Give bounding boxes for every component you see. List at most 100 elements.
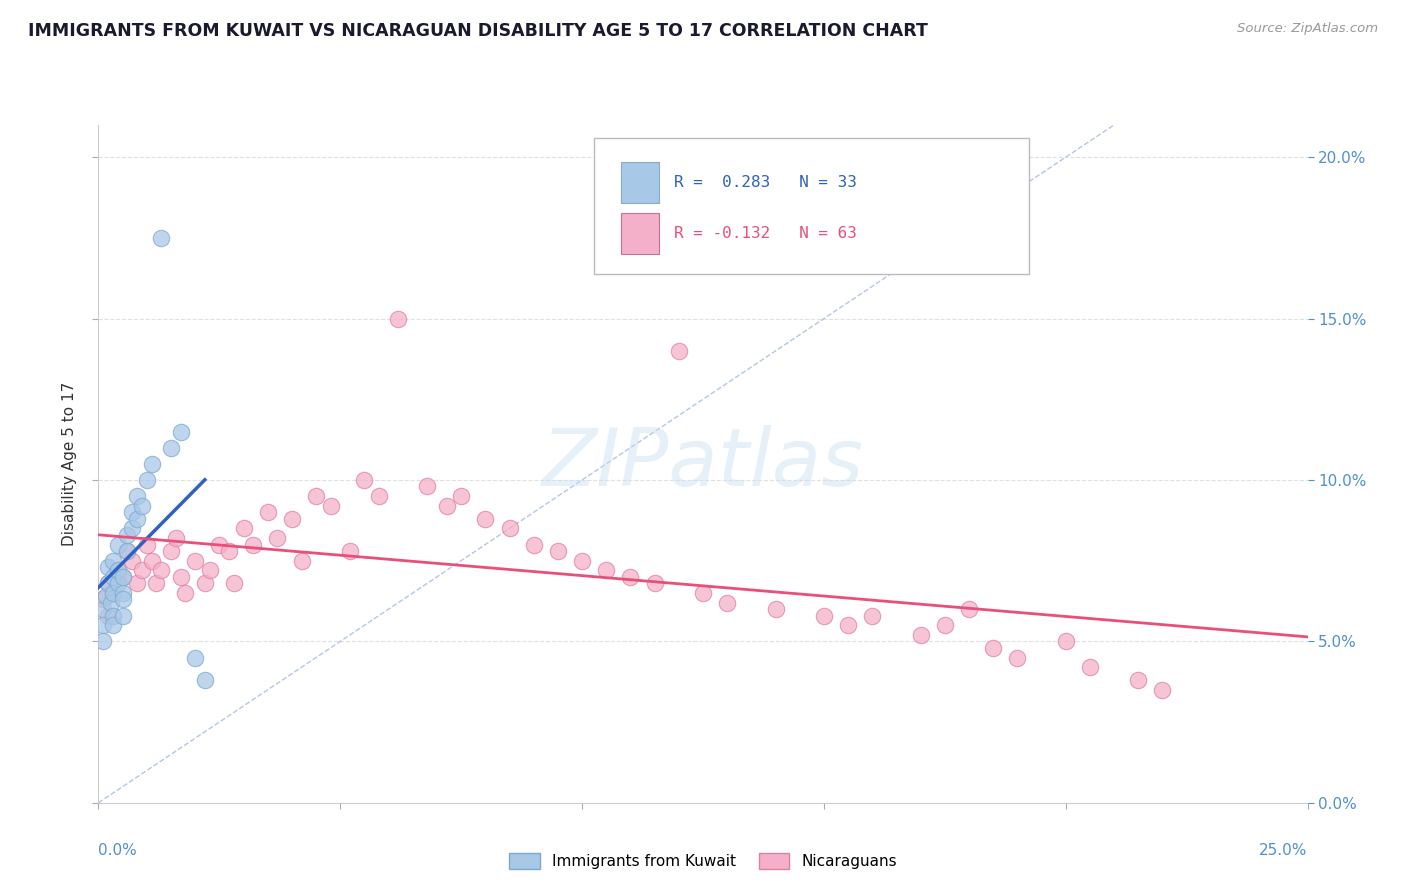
FancyBboxPatch shape	[595, 138, 1029, 274]
Point	[934, 618, 956, 632]
Point	[121, 554, 143, 568]
Point	[198, 563, 221, 577]
Point	[1152, 682, 1174, 697]
Y-axis label: Disability Age 5 to 17: Disability Age 5 to 17	[62, 382, 77, 546]
Bar	[621, 162, 659, 202]
Point	[387, 311, 409, 326]
Point	[547, 544, 569, 558]
Point	[160, 544, 183, 558]
Point	[169, 570, 191, 584]
Point	[91, 592, 114, 607]
Point	[121, 521, 143, 535]
Point	[194, 576, 217, 591]
Point	[450, 489, 472, 503]
Point	[107, 563, 129, 577]
Text: IMMIGRANTS FROM KUWAIT VS NICARAGUAN DISABILITY AGE 5 TO 17 CORRELATION CHART: IMMIGRANTS FROM KUWAIT VS NICARAGUAN DIS…	[28, 22, 928, 40]
Point	[111, 592, 134, 607]
Bar	[621, 213, 659, 253]
Point	[101, 586, 124, 600]
Point	[127, 576, 149, 591]
Point	[619, 570, 641, 584]
Point	[101, 570, 124, 584]
Point	[860, 608, 883, 623]
Point	[101, 586, 124, 600]
Point	[474, 512, 496, 526]
Point	[184, 554, 207, 568]
Point	[97, 576, 120, 591]
Point	[1078, 660, 1101, 674]
Point	[368, 489, 391, 503]
Point	[150, 563, 173, 577]
Point	[135, 537, 157, 551]
Point	[117, 544, 139, 558]
Point	[141, 554, 163, 568]
Point	[305, 489, 328, 503]
Point	[242, 537, 264, 551]
Point	[668, 343, 690, 358]
Point	[837, 618, 859, 632]
Point	[692, 586, 714, 600]
Point	[97, 608, 120, 623]
Point	[100, 596, 122, 610]
Point	[353, 473, 375, 487]
Legend: Immigrants from Kuwait, Nicaraguans: Immigrants from Kuwait, Nicaraguans	[503, 847, 903, 875]
Point	[1007, 650, 1029, 665]
Point	[169, 425, 191, 439]
Point	[127, 512, 149, 526]
Point	[111, 570, 134, 584]
Point	[290, 554, 312, 568]
Point	[91, 634, 114, 648]
Point	[1128, 673, 1150, 687]
Point	[281, 512, 304, 526]
Point	[91, 618, 114, 632]
Point	[101, 554, 124, 568]
Point	[523, 537, 546, 551]
Point	[131, 563, 153, 577]
Point	[194, 673, 217, 687]
Point	[436, 499, 458, 513]
Point	[910, 628, 932, 642]
Text: ZIPatlas: ZIPatlas	[541, 425, 865, 503]
Point	[716, 596, 738, 610]
Text: Source: ZipAtlas.com: Source: ZipAtlas.com	[1237, 22, 1378, 36]
Point	[127, 489, 149, 503]
Point	[91, 602, 114, 616]
Point	[319, 499, 342, 513]
Point	[94, 589, 117, 603]
Point	[765, 602, 787, 616]
Point	[208, 537, 231, 551]
Point	[101, 608, 124, 623]
Point	[232, 521, 254, 535]
Text: 0.0%: 0.0%	[98, 843, 138, 858]
Point	[131, 499, 153, 513]
Point	[107, 537, 129, 551]
Point	[97, 560, 120, 574]
Text: R =  0.283   N = 33: R = 0.283 N = 33	[673, 175, 856, 190]
Point	[981, 640, 1004, 655]
Point	[222, 576, 245, 591]
Point	[111, 586, 134, 600]
Point	[160, 441, 183, 455]
Point	[174, 586, 197, 600]
Point	[101, 618, 124, 632]
Point	[97, 576, 120, 591]
Point	[150, 231, 173, 245]
Point	[165, 531, 187, 545]
Point	[121, 505, 143, 519]
Point	[266, 531, 288, 545]
Point	[135, 473, 157, 487]
Point	[107, 576, 129, 591]
Point	[111, 608, 134, 623]
Point	[256, 505, 278, 519]
Point	[184, 650, 207, 665]
Point	[1054, 634, 1077, 648]
Point	[117, 544, 139, 558]
Point	[339, 544, 361, 558]
Point	[145, 576, 167, 591]
Point	[644, 576, 666, 591]
Point	[111, 570, 134, 584]
Point	[117, 528, 139, 542]
Text: 25.0%: 25.0%	[1260, 843, 1308, 858]
Point	[813, 608, 835, 623]
Text: R = -0.132   N = 63: R = -0.132 N = 63	[673, 226, 856, 241]
